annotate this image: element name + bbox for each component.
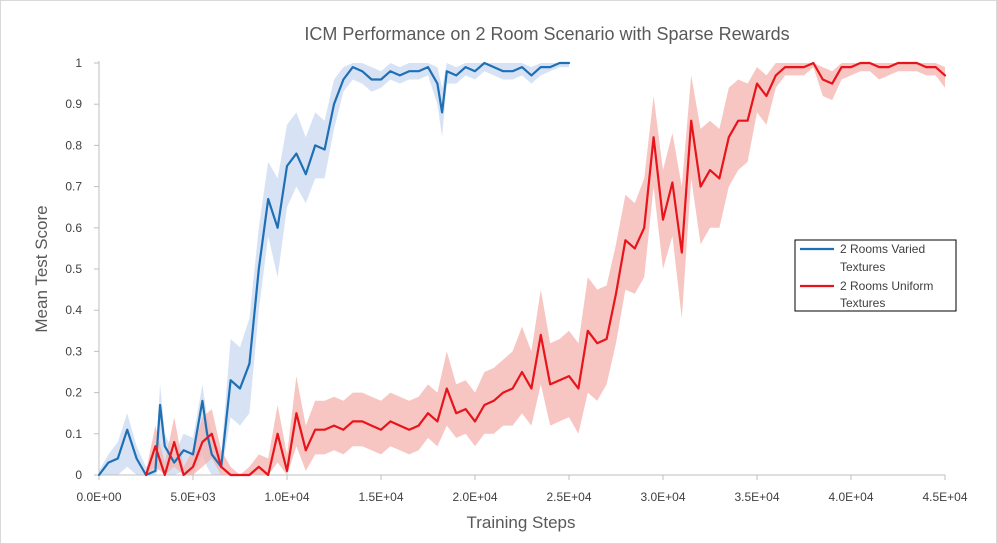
confidence-bands	[99, 63, 945, 475]
y-tick-label: 0.2	[65, 386, 82, 400]
line-series-1	[144, 61, 947, 477]
line-series-0	[97, 61, 571, 477]
legend-label-uniform-line2: Textures	[840, 296, 885, 310]
x-tick-label: 4.0E+04	[828, 490, 873, 504]
x-tick-label: 1.5E+04	[358, 490, 403, 504]
x-tick-label: 3.5E+04	[734, 490, 779, 504]
legend: 2 Rooms Varied Textures 2 Rooms Uniform …	[794, 239, 957, 312]
x-tick-label: 1.0E+04	[264, 490, 309, 504]
y-tick-label: 0.3	[65, 344, 82, 358]
y-tick-label: 0.6	[65, 221, 82, 235]
legend-box	[794, 239, 957, 312]
series-lines	[97, 61, 947, 477]
legend-label-varied-line1: 2 Rooms Varied	[840, 242, 925, 256]
y-tick-label: 0.7	[65, 180, 82, 194]
x-tick-label: 4.5E+04	[922, 490, 967, 504]
x-tick-label: 2.0E+04	[452, 490, 497, 504]
x-axis-title: Training Steps	[467, 513, 576, 532]
y-tick-label: 0.5	[65, 262, 82, 276]
x-tick-label: 3.0E+04	[640, 490, 685, 504]
x-tick-label: 5.0E+03	[170, 490, 215, 504]
y-tick-label: 0.1	[65, 427, 82, 441]
y-tick-label: 0.8	[65, 138, 82, 152]
chart-title: ICM Performance on 2 Room Scenario with …	[304, 24, 789, 44]
x-tick-label: 0.0E+00	[76, 490, 121, 504]
y-tick-label: 0	[75, 468, 82, 482]
band-series-1	[146, 63, 945, 475]
legend-label-varied-line2: Textures	[840, 260, 885, 274]
x-tick-label: 2.5E+04	[546, 490, 591, 504]
y-tick-label: 0.9	[65, 97, 82, 111]
y-tick-label: 0.4	[65, 303, 82, 317]
legend-label-uniform-line1: 2 Rooms Uniform	[840, 279, 933, 293]
y-axis-title: Mean Test Score	[32, 205, 51, 332]
tick-labels: 0.0E+00 5.0E+03 1.0E+04 1.5E+04 2.0E+04 2.5E+…	[65, 56, 968, 504]
y-tick-label: 1	[75, 56, 82, 70]
